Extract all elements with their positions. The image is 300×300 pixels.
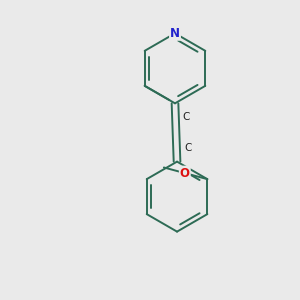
Text: C: C (185, 142, 192, 153)
Text: O: O (180, 167, 190, 180)
Text: N: N (170, 27, 180, 40)
Text: C: C (183, 112, 190, 122)
